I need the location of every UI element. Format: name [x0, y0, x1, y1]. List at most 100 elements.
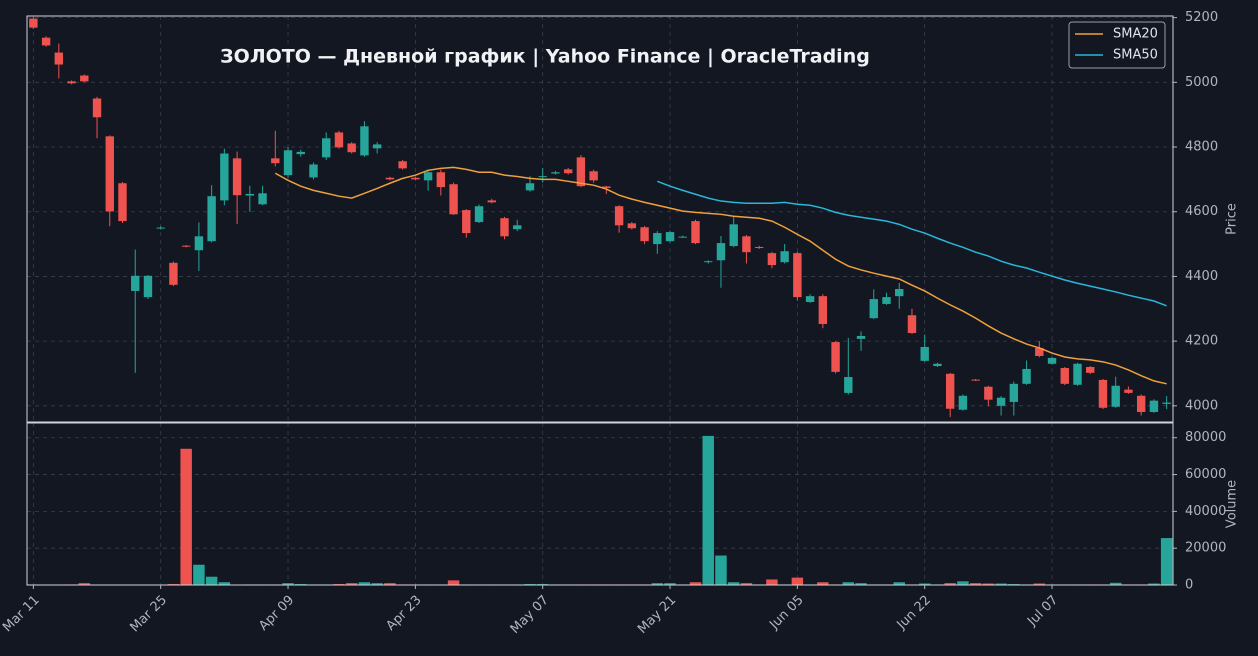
candle-body — [704, 261, 712, 262]
candle-body — [577, 157, 585, 186]
candle-body — [679, 237, 687, 238]
candle-body — [920, 347, 928, 361]
legend-label: SMA20 — [1113, 27, 1158, 42]
candle-body — [182, 246, 190, 247]
candle-body — [959, 396, 967, 410]
chart-title: ЗОЛОТО — Дневной график | Yahoo Finance … — [220, 46, 870, 68]
candle-body — [131, 276, 139, 291]
candle-body — [1073, 364, 1081, 385]
candle-body — [1124, 390, 1132, 393]
candle-body — [844, 377, 852, 393]
volume-bar — [206, 577, 217, 585]
candle-body — [946, 374, 954, 409]
candle-body — [870, 299, 878, 318]
y-tick-label: 0 — [1185, 578, 1193, 593]
candle-body — [246, 194, 254, 196]
candle-body — [42, 38, 50, 46]
y-axis-label: Volume — [1225, 480, 1240, 528]
candle-body — [195, 236, 203, 250]
candle-body — [1061, 368, 1069, 384]
candle-body — [500, 218, 508, 236]
candle-body — [29, 19, 37, 28]
candle-body — [768, 253, 776, 265]
candle-body — [488, 200, 496, 202]
candle-body — [1048, 358, 1056, 364]
volume-bar — [715, 556, 726, 585]
candle-body — [322, 138, 330, 157]
y-tick-label: 4800 — [1185, 140, 1218, 155]
candle-body — [793, 253, 801, 297]
candle-body — [207, 196, 215, 241]
candle-body — [984, 387, 992, 400]
y-tick-label: 20000 — [1185, 541, 1226, 556]
candle-body — [551, 172, 559, 173]
candle-body — [1010, 384, 1018, 402]
candle-body — [360, 126, 368, 155]
candle-body — [691, 221, 699, 243]
candle-body — [106, 136, 114, 211]
candle-body — [1022, 369, 1030, 384]
candle-body — [93, 98, 101, 117]
candle-body — [373, 144, 381, 148]
candle-body — [780, 251, 788, 262]
y-tick-label: 5200 — [1185, 10, 1218, 25]
candle-body — [564, 169, 572, 173]
candle-body — [258, 193, 266, 204]
candle-body — [1111, 386, 1119, 407]
candle-body — [386, 178, 394, 180]
y-tick-label: 80000 — [1185, 430, 1226, 445]
volume-bar — [792, 578, 803, 585]
candle-body — [615, 206, 623, 225]
candle-body — [640, 227, 648, 241]
candle-body — [882, 297, 890, 304]
candle-body — [335, 132, 343, 147]
candle-body — [156, 228, 164, 229]
candle-body — [538, 176, 546, 177]
candle-body — [67, 81, 75, 83]
volume-bar — [703, 436, 714, 585]
volume-bar — [180, 449, 191, 585]
candle-body — [347, 143, 355, 152]
candle-body — [1086, 367, 1094, 373]
y-tick-label: 4400 — [1185, 269, 1218, 284]
candle-body — [437, 172, 445, 187]
y-tick-label: 5000 — [1185, 75, 1218, 90]
candle-body — [742, 236, 750, 252]
y-tick-label: 4000 — [1185, 398, 1218, 413]
candle-body — [666, 232, 674, 241]
candle-body — [449, 184, 457, 214]
candle-body — [971, 380, 979, 381]
candle-body — [424, 172, 432, 180]
candle-body — [526, 183, 534, 190]
candle-body — [997, 398, 1005, 406]
candle-body — [55, 53, 63, 65]
candle-body — [653, 233, 661, 244]
candle-body — [1137, 396, 1145, 412]
candle-body — [1150, 401, 1158, 412]
candle-body — [717, 243, 725, 260]
volume-bar — [1161, 538, 1172, 585]
candle-body — [831, 342, 839, 372]
legend-label: SMA50 — [1113, 48, 1158, 63]
candle-body — [398, 161, 406, 168]
candle-body — [411, 178, 419, 180]
y-tick-label: 4600 — [1185, 204, 1218, 219]
candle-body — [1162, 403, 1170, 404]
candle-body — [271, 158, 279, 163]
candle-body — [628, 223, 636, 228]
candle-body — [80, 76, 88, 82]
candle-body — [462, 210, 470, 233]
candle-body — [233, 158, 241, 195]
candle-body — [755, 247, 763, 248]
candle-body — [895, 289, 903, 296]
candle-body — [513, 225, 521, 229]
candle-body — [169, 263, 177, 285]
y-axis-label: Price — [1225, 203, 1240, 235]
volume-bar — [957, 581, 968, 585]
candle-body — [857, 336, 865, 339]
candle-body — [220, 153, 228, 200]
candle-body — [284, 150, 292, 175]
candle-body — [589, 171, 597, 180]
candle-body — [144, 276, 152, 297]
